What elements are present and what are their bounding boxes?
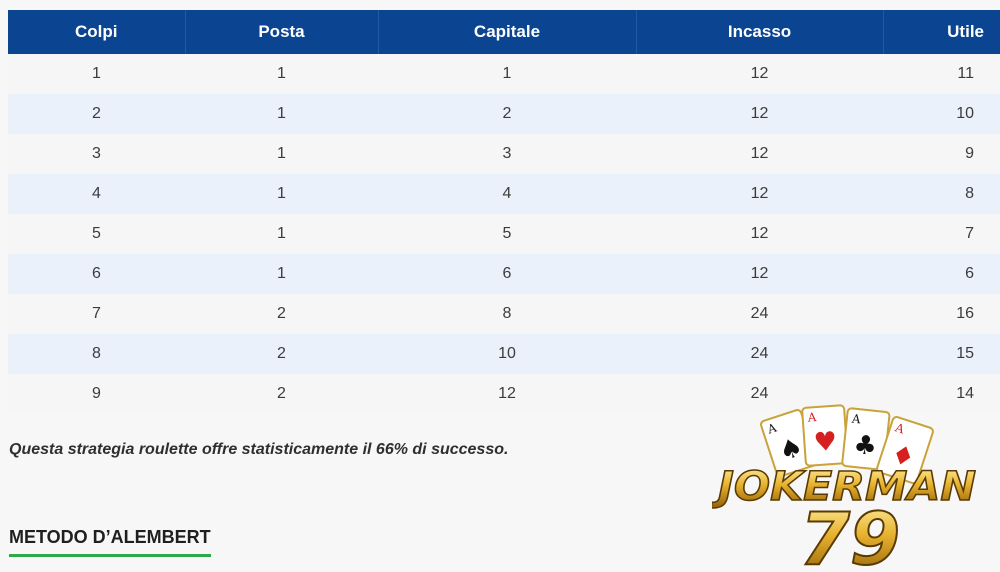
- table-row: 2 1 2 12 10: [8, 94, 1000, 134]
- table-cell-colpi: 5: [92, 225, 101, 242]
- table-cell-utile: 14: [956, 385, 974, 402]
- table-row: 3 1 3 12 9: [8, 134, 1000, 174]
- table-cell-incasso: 24: [750, 305, 769, 322]
- table-cell-utile: 7: [965, 225, 974, 242]
- card-rank: A: [765, 421, 779, 437]
- table-row: 9 2 12 24 14: [8, 374, 1000, 414]
- table-cell-utile: 9: [965, 145, 974, 162]
- table-cell-incasso: 12: [750, 65, 769, 82]
- table-cell-utile: 8: [965, 185, 974, 202]
- jokerman79-logo: A ♠ A ♥ A ♣ A ♦ JOKERMAN 79: [712, 404, 977, 572]
- logo-word: JOKERMAN: [712, 464, 976, 510]
- playing-cards: A ♠ A ♥ A ♣ A ♦: [760, 404, 934, 485]
- table-cell-colpi: 2: [92, 105, 101, 122]
- table-cell-posta: 2: [277, 385, 286, 402]
- card-suit: ♣: [852, 430, 878, 462]
- table-cell-colpi: 8: [92, 345, 101, 362]
- table-cell-utile: 11: [957, 65, 974, 82]
- table-cell-posta: 2: [277, 345, 286, 362]
- table-row: 6 1 6 12 6: [8, 254, 1000, 294]
- table-cell-utile: 16: [956, 305, 974, 322]
- table-cell-colpi: 6: [92, 265, 101, 282]
- table-cell-capitale: 8: [502, 305, 512, 322]
- table-cell-utile: 10: [956, 105, 974, 122]
- table-cell-colpi: 3: [92, 145, 101, 162]
- table-cell-posta: 1: [277, 185, 286, 202]
- table-cell-posta: 1: [277, 105, 286, 122]
- table-cell-colpi: 1: [92, 65, 101, 82]
- card-rank: A: [893, 420, 907, 436]
- table-cell-capitale: 4: [502, 185, 512, 202]
- table-cell-incasso: 12: [750, 185, 769, 202]
- table-cell-incasso: 24: [750, 385, 769, 402]
- table-row: 1 1 1 12 11: [8, 54, 1000, 94]
- header-posta: Posta: [185, 10, 379, 54]
- card-suit: ♥: [813, 427, 838, 459]
- logo-number: 79: [800, 497, 900, 572]
- table-cell-utile: 15: [956, 345, 974, 362]
- table-cell-posta: 1: [277, 65, 286, 82]
- table-row: 8 2 10 24 15: [8, 334, 1000, 374]
- table-cell-capitale: 2: [502, 105, 512, 122]
- card-rank: A: [850, 411, 861, 426]
- table-cell-capitale: 3: [502, 145, 512, 162]
- header-utile: Utile: [947, 22, 984, 41]
- table-cell-colpi: 7: [92, 305, 101, 322]
- table-row: 7 2 8 24 16: [8, 294, 1000, 334]
- table-cell-capitale: 10: [498, 345, 516, 362]
- card-ace-diamonds-icon: A ♦: [876, 416, 934, 485]
- success-rate-note: Questa strategia roulette offre statisti…: [9, 441, 509, 458]
- table-cell-posta: 2: [277, 305, 286, 322]
- section-heading: METODO D’ALEMBERT: [9, 527, 211, 557]
- table-header-row: Colpi Posta Capitale Incasso Utile: [8, 10, 1000, 54]
- card-ace-hearts-icon: A ♥: [801, 404, 849, 467]
- table-cell-posta: 1: [277, 265, 286, 282]
- table-cell-capitale: 1: [502, 65, 512, 82]
- card-ace-clubs-icon: A ♣: [841, 407, 891, 471]
- table-cell-incasso: 12: [750, 265, 769, 282]
- table-cell-incasso: 12: [750, 105, 769, 122]
- table-cell-posta: 1: [277, 145, 286, 162]
- table-cell-incasso: 12: [750, 225, 769, 242]
- table-cell-utile: 6: [965, 265, 974, 282]
- table-body: 1 1 1 12 11 2 1 2 12 10 3 1 3 12 9 4 1 4 12 8 5 1 5 12 7 6 1 6 12 6 7 2…: [8, 54, 1000, 414]
- roulette-progression-table: Colpi Posta Capitale Incasso Utile 1 1 1 12…: [8, 10, 1000, 414]
- table-row: 5 1 5 12 7: [8, 214, 1000, 254]
- table-cell-capitale: 6: [502, 265, 512, 282]
- table-cell-colpi: 4: [92, 185, 101, 202]
- header-incasso: Incasso: [636, 10, 884, 54]
- table-row: 4 1 4 12 8: [8, 174, 1000, 214]
- card-rank: A: [806, 410, 817, 425]
- table-cell-incasso: 24: [750, 345, 769, 362]
- table-cell-posta: 1: [277, 225, 286, 242]
- table-cell-incasso: 12: [750, 145, 769, 162]
- table-cell-colpi: 9: [92, 385, 101, 402]
- header-colpi: Colpi: [8, 10, 186, 54]
- table-cell-capitale: 5: [502, 225, 512, 242]
- table-cell-capitale: 12: [498, 385, 516, 402]
- header-capitale: Capitale: [378, 10, 637, 54]
